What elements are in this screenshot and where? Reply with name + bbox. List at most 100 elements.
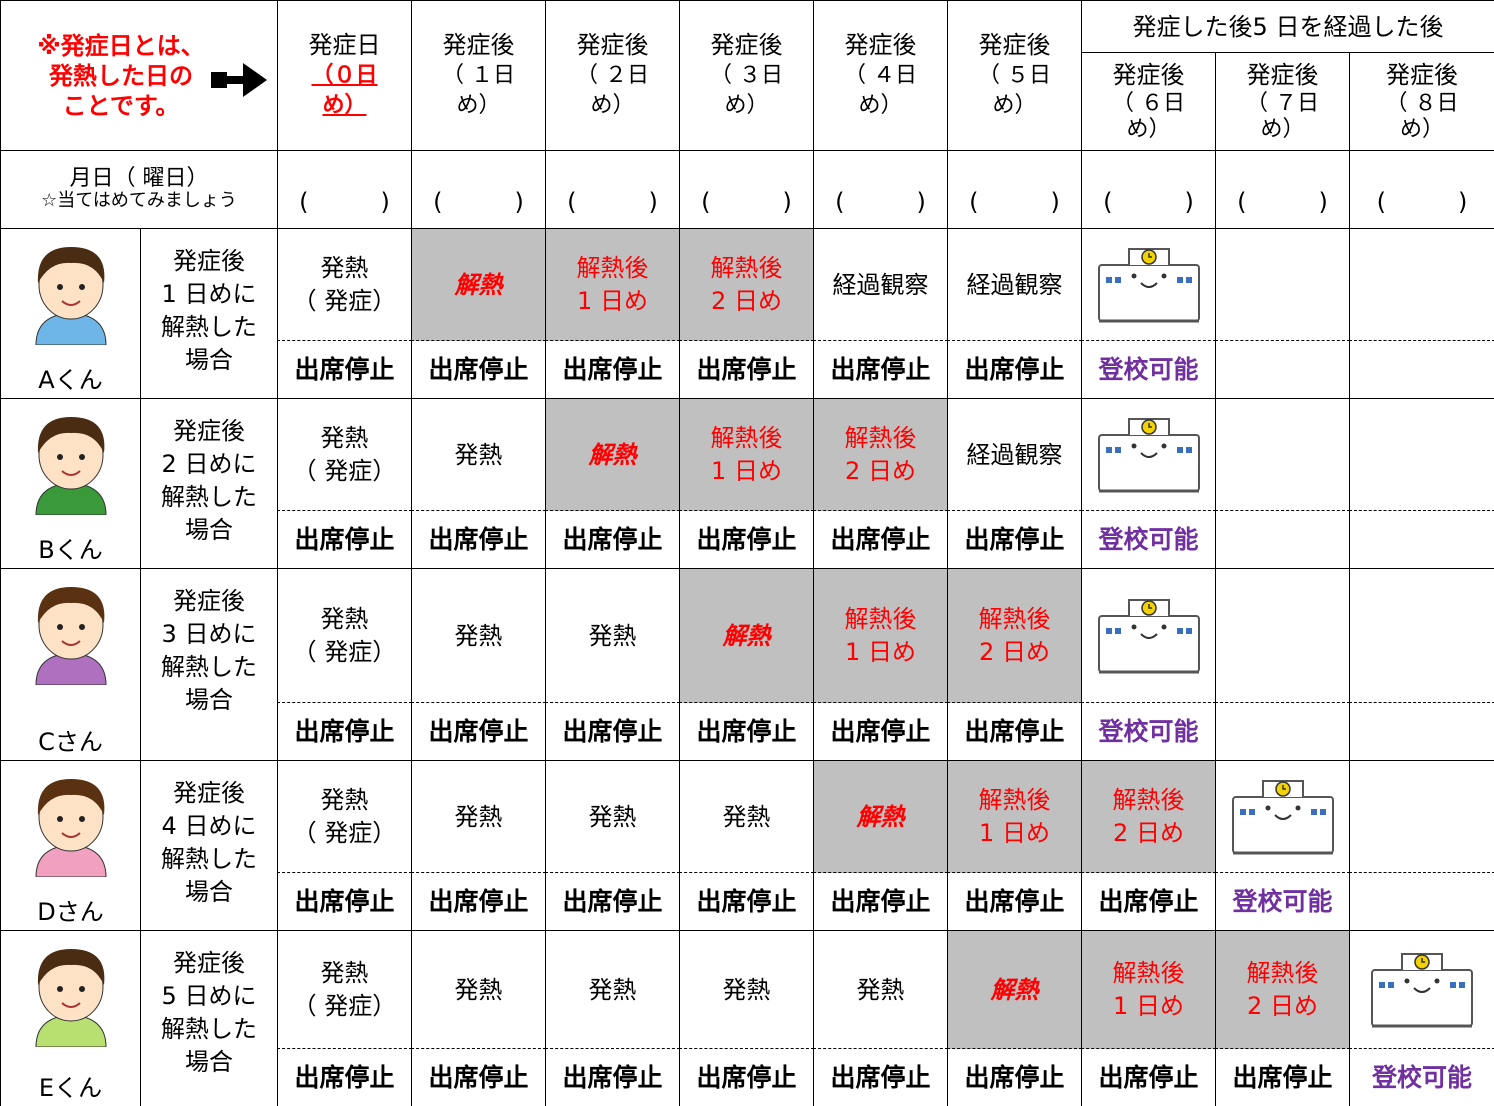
day-header: 発症後 （ ４日 め） xyxy=(813,0,948,151)
attendance-cell: 出席停止 xyxy=(1081,872,1216,931)
school-icon xyxy=(1097,418,1200,493)
status-text: 発熱 xyxy=(588,802,637,831)
status-cell: 発熱 xyxy=(545,568,680,703)
status-text: 発熱 xyxy=(454,802,503,831)
attendance-cell: 出席停止 xyxy=(813,510,948,569)
status-cell: 解熱後 2 日め xyxy=(947,568,1082,703)
date-label-text: 月日（ 曜日） xyxy=(69,165,209,191)
attendance: 出席停止 xyxy=(428,886,529,916)
avatar xyxy=(34,779,107,877)
status-text: 経過観察 xyxy=(966,270,1063,299)
attendance-cell: 出席停止 xyxy=(813,1048,948,1106)
blank: ( ) xyxy=(299,187,390,216)
status-cell: 発熱 （ 発症） xyxy=(277,228,412,341)
attendance-cell: 出席停止 xyxy=(545,340,680,399)
note: ※発症日とは、 発熱した日の ことです。 xyxy=(37,31,205,120)
status-text: 発熱 （ 発症） xyxy=(292,786,397,847)
blank: ( ) xyxy=(1237,187,1328,216)
status-cell: 発熱 xyxy=(411,930,546,1049)
date-blank: ( ) xyxy=(813,150,948,229)
attendance-cell: 出席停止 xyxy=(947,702,1082,761)
description-cell: 発症後 2 日めに 解熱した 場合 xyxy=(140,398,278,569)
status-cell: 発熱 xyxy=(411,760,546,873)
attendance: 出席停止 xyxy=(562,716,663,746)
attendance: 出席停止 xyxy=(964,716,1065,746)
day-header: 発症後（ ７日 め） xyxy=(1215,52,1350,151)
attendance: 出席停止 xyxy=(964,1062,1065,1092)
status-cell: 発熱 xyxy=(679,930,814,1049)
attendance-cell: 出席停止 xyxy=(813,702,948,761)
description: 発症後 3 日めに 解熱した 場合 xyxy=(161,587,257,714)
attendance: 出席停止 xyxy=(1232,1062,1333,1092)
day-header: 発症後 （ １日 め） xyxy=(411,0,546,151)
person-name: Cさん xyxy=(38,728,103,756)
attendance-cell: 出席停止 xyxy=(679,702,814,761)
school-icon xyxy=(1371,953,1473,1028)
attendance-cell: 出席停止 xyxy=(277,702,412,761)
status-text: 解熱 xyxy=(454,270,503,299)
attendance: 出席停止 xyxy=(294,524,395,554)
status-cell xyxy=(1349,760,1494,873)
day-sub: （ ７日 め） xyxy=(1246,91,1319,142)
day-header: 発症日 （０日 め） xyxy=(277,0,412,151)
avatar xyxy=(34,417,107,515)
attendance-cell: 出席停止 xyxy=(411,510,546,569)
blank: ( ) xyxy=(567,187,658,216)
day-title: 発症日 xyxy=(308,31,381,59)
person-cell: Dさん xyxy=(0,760,141,931)
attendance-cell: 出席停止 xyxy=(277,872,412,931)
description-cell: 発症後 3 日めに 解熱した 場合 xyxy=(140,568,278,761)
attendance-cell xyxy=(1349,510,1494,569)
status-cell xyxy=(1349,930,1494,1049)
attendance: 出席停止 xyxy=(428,1062,529,1092)
attendance: 登校可能 xyxy=(1098,524,1199,554)
day-header: 発症後（ ８日 め） xyxy=(1349,52,1494,151)
day-sub: （ ４日 め） xyxy=(844,63,917,118)
status-cell: 発熱 xyxy=(679,760,814,873)
group-header: 発症した後5 日を経過した後 xyxy=(1081,0,1494,53)
status-cell: 発熱 （ 発症） xyxy=(277,760,412,873)
status-cell: 発熱 （ 発症） xyxy=(277,568,412,703)
attendance-cell: 出席停止 xyxy=(1215,1048,1350,1106)
status-cell xyxy=(1349,228,1494,341)
status-cell: 発熱 （ 発症） xyxy=(277,398,412,511)
attendance-cell xyxy=(1349,702,1494,761)
attendance-cell xyxy=(1349,872,1494,931)
status-text: 解熱後 2 日め xyxy=(710,254,783,315)
status-text: 発熱 xyxy=(588,621,637,650)
note-cell: ※発症日とは、 発熱した日の ことです。 xyxy=(0,0,278,151)
status-text: 解熱 xyxy=(856,802,905,831)
status-cell: 解熱後 1 日め xyxy=(545,228,680,341)
day-sub: （ １日 め） xyxy=(442,63,515,118)
status-cell xyxy=(1215,568,1350,703)
blank: ( ) xyxy=(969,187,1060,216)
status-cell: 解熱後 1 日め xyxy=(947,760,1082,873)
day-title: 発症後 xyxy=(844,31,917,59)
date-blank: ( ) xyxy=(1349,150,1494,229)
status-cell xyxy=(1349,568,1494,703)
attendance-cell: 出席停止 xyxy=(1081,1048,1216,1106)
status-text: 解熱後 1 日め xyxy=(844,605,917,666)
description-cell: 発症後 4 日めに 解熱した 場合 xyxy=(140,760,278,931)
day-title: 発症後 xyxy=(710,31,783,59)
attendance: 出席停止 xyxy=(294,354,395,384)
day-header: 発症後（ ６日 め） xyxy=(1081,52,1216,151)
attendance: 出席停止 xyxy=(1098,1062,1199,1092)
status-cell: 解熱後 2 日め xyxy=(1081,760,1216,873)
status-text: 解熱 xyxy=(722,621,771,650)
attendance: 出席停止 xyxy=(964,354,1065,384)
attendance-cell xyxy=(1349,340,1494,399)
status-cell: 発熱 （ 発症） xyxy=(277,930,412,1049)
status-text: 解熱後 1 日め xyxy=(1112,959,1185,1020)
attendance-cell xyxy=(1215,510,1350,569)
avatar xyxy=(34,949,107,1047)
status-cell: 解熱後 2 日め xyxy=(813,398,948,511)
day-sub: （ ３日 め） xyxy=(710,63,783,118)
avatar xyxy=(34,247,107,345)
attendance-cell: 登校可能 xyxy=(1081,510,1216,569)
attendance-cell: 出席停止 xyxy=(277,1048,412,1106)
status-cell: 解熱 xyxy=(679,568,814,703)
attendance: 出席停止 xyxy=(830,524,931,554)
attendance: 出席停止 xyxy=(964,524,1065,554)
